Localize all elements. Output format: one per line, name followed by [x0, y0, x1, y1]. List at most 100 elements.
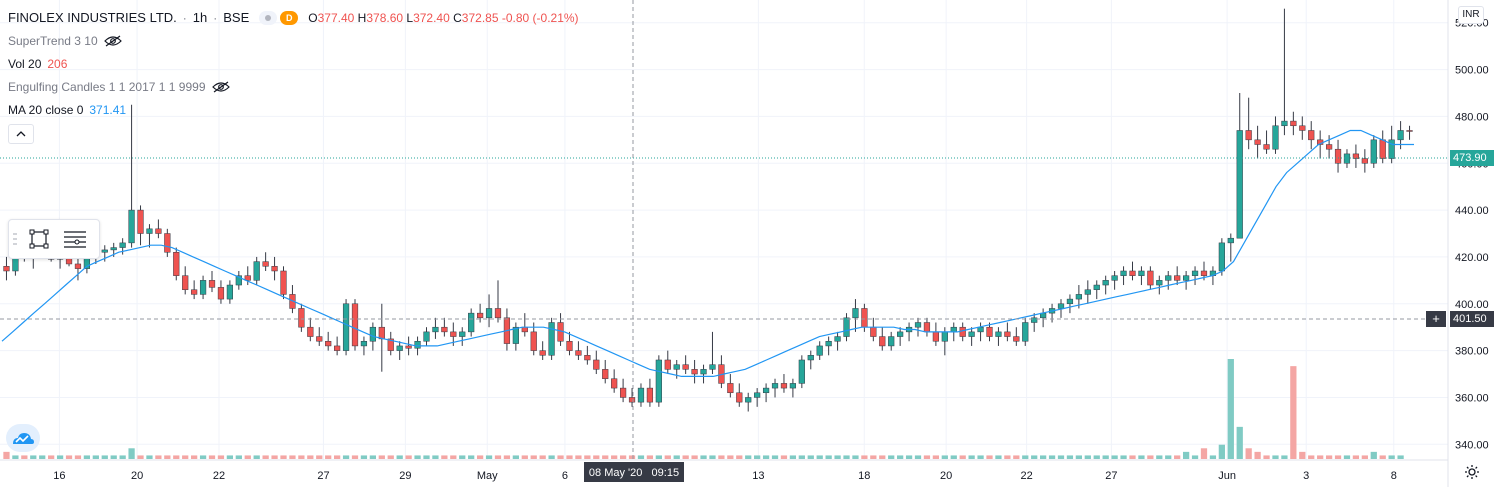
candle-body	[369, 326, 376, 342]
candle-body	[655, 359, 662, 403]
candle-body	[1352, 153, 1360, 159]
candle-body	[825, 340, 832, 347]
candle-body	[101, 249, 108, 253]
hidden-eye-icon[interactable]	[211, 81, 230, 93]
candle-body	[771, 383, 779, 389]
currency-button[interactable]: INR	[1458, 6, 1484, 24]
candle-body	[1120, 270, 1127, 276]
candle-body	[593, 359, 600, 370]
close-value: 372.85	[461, 10, 499, 25]
price-tick-label: 440.00	[1455, 205, 1489, 217]
interval[interactable]: 1h	[192, 9, 208, 25]
candle-body	[360, 340, 368, 347]
indicator-engulfing[interactable]: Engulfing Candles 1 1 2017 1 1 9999	[8, 75, 579, 98]
candle-body	[521, 326, 528, 333]
symbol-name[interactable]: FINOLEX INDUSTRIES LTD.	[8, 9, 177, 25]
volume-bar	[226, 455, 234, 459]
candle-body	[798, 359, 805, 384]
volume-bar	[646, 455, 654, 459]
hidden-eye-icon[interactable]	[103, 35, 122, 47]
candle-body	[74, 263, 82, 269]
volume-bar	[914, 455, 922, 459]
drag-handle[interactable]	[9, 220, 21, 258]
floating-drawing-toolbar[interactable]	[8, 219, 100, 259]
candle-body	[682, 364, 689, 370]
collapse-legend-button[interactable]	[8, 124, 34, 144]
volume-bar	[852, 455, 859, 459]
volume-bar	[1129, 455, 1136, 459]
candle-body	[834, 336, 841, 342]
candle-body	[1263, 144, 1270, 150]
volume-bar	[459, 455, 466, 459]
time-tick-label: 27	[317, 470, 329, 482]
indicator-volume[interactable]: Vol 20 206	[8, 52, 579, 75]
low-value: 372.40	[413, 10, 450, 25]
delay-badge[interactable]: D	[280, 10, 299, 25]
volume-bar	[39, 455, 46, 459]
volume-bar	[1227, 359, 1234, 459]
market-status-icon[interactable]	[259, 10, 278, 25]
volume-bar	[342, 455, 350, 459]
candle-body	[1406, 130, 1413, 132]
volume-bar	[414, 455, 421, 459]
volume-bar	[897, 455, 904, 459]
candle-body	[923, 322, 931, 333]
volume-bar	[932, 455, 940, 459]
volume-bar	[1004, 455, 1011, 459]
volume-bar	[512, 455, 519, 459]
volume-bar	[602, 455, 609, 459]
volume-bar	[1075, 455, 1083, 459]
candle-body	[575, 350, 582, 356]
candle-body	[325, 340, 332, 347]
candle-body	[396, 345, 403, 351]
candle-body	[405, 345, 412, 349]
add-alert-plus-button[interactable]: +	[1426, 311, 1446, 327]
candle-body	[888, 336, 895, 347]
candle-body	[637, 387, 645, 403]
volume-bar	[950, 455, 957, 459]
volume-bar	[289, 455, 296, 459]
crosshair-price-label: 401.50	[1450, 311, 1494, 327]
time-tick-label: 16	[53, 470, 65, 482]
volume-bar	[664, 455, 671, 459]
rectangle-tool-button[interactable]	[21, 221, 57, 257]
candle-body	[1156, 280, 1163, 286]
volume-bar	[164, 455, 171, 459]
indicator-ma[interactable]: MA 20 close 0 371.41	[8, 98, 579, 121]
volume-bar	[1236, 426, 1243, 459]
candle-body	[1093, 284, 1100, 290]
settings-gear-icon[interactable]	[1464, 464, 1480, 480]
candle-body	[584, 355, 591, 361]
volume-bar	[1031, 455, 1038, 459]
volume-bar	[199, 455, 207, 459]
volume-bar	[1147, 455, 1154, 459]
volume-bar	[1263, 455, 1270, 459]
indicator-supertrend[interactable]: SuperTrend 3 10	[8, 29, 579, 52]
volume-bar	[235, 455, 242, 459]
volume-bar	[888, 455, 895, 459]
candle-body	[1075, 294, 1082, 300]
volume-bar	[262, 455, 269, 459]
volume-bar	[986, 455, 993, 459]
time-tick-label: 27	[1105, 470, 1117, 482]
candle-body	[1218, 242, 1225, 272]
volume-bar	[682, 455, 689, 459]
candle-body	[977, 326, 984, 333]
candle-body	[548, 322, 555, 356]
candle-body	[619, 387, 627, 398]
price-tick-label: 400.00	[1455, 299, 1489, 311]
settings-lines-button[interactable]	[57, 221, 93, 257]
volume-bar	[1191, 455, 1199, 459]
tradingview-logo[interactable]	[6, 424, 40, 452]
candle-body	[298, 308, 305, 328]
candle-body	[968, 331, 975, 337]
volume-bar	[637, 455, 645, 459]
volume-bar	[360, 455, 368, 459]
volume-bar	[807, 455, 814, 459]
volume-bar	[1182, 451, 1190, 459]
time-tick-label: 8	[1391, 470, 1397, 482]
volume-bar	[539, 455, 546, 459]
candle-body	[378, 326, 385, 340]
candle-body	[1129, 270, 1136, 276]
